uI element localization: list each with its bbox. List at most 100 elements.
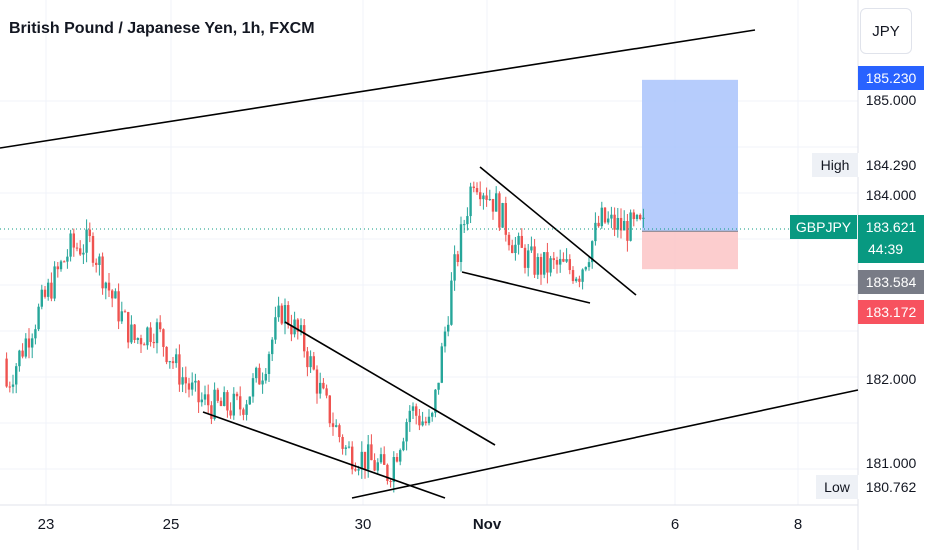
candles: [5, 181, 645, 493]
candle-body: [344, 447, 347, 449]
candle-body: [88, 229, 91, 237]
candle-body: [296, 319, 299, 332]
candle-body: [152, 341, 155, 344]
candle-body: [434, 389, 437, 413]
candle-body: [402, 441, 405, 451]
candle-body: [543, 252, 546, 275]
candle-body: [251, 378, 255, 397]
candle-body: [495, 193, 498, 212]
candle-body: [264, 373, 267, 381]
candle-body: [322, 382, 325, 389]
upper-channel-line: [0, 29, 756, 149]
candle-body: [66, 256, 69, 262]
candle-body: [399, 450, 402, 462]
candle-body: [136, 338, 139, 340]
candle-body: [472, 186, 475, 189]
candle-body: [261, 380, 264, 385]
candle-body: [591, 241, 594, 263]
candle-body: [139, 338, 143, 345]
candle-body: [475, 188, 479, 193]
candle-body: [440, 346, 443, 383]
candle-body: [463, 224, 466, 226]
candle-body: [31, 338, 34, 348]
candle-body: [354, 469, 357, 471]
candle-body: [197, 380, 200, 403]
candle-body: [635, 214, 639, 220]
candle-body: [309, 356, 312, 368]
candle-body: [11, 384, 15, 387]
price-axis-label: 181.000: [865, 456, 917, 470]
candle-body: [363, 451, 367, 470]
candle-body: [229, 410, 232, 416]
candle-body: [306, 351, 309, 368]
candle-body: [514, 244, 517, 253]
candle-body: [447, 324, 450, 332]
high-value-tag: 184.290: [858, 153, 924, 177]
wedge-lower-line-2: [461, 271, 591, 304]
candle-body: [367, 444, 370, 470]
candle-body: [213, 389, 216, 419]
candle-body: [50, 282, 53, 299]
candle-body: [504, 203, 507, 235]
candle-body: [149, 327, 152, 342]
candle-body: [485, 195, 488, 200]
candle-body: [63, 261, 66, 263]
candle-body: [453, 254, 456, 281]
candle-body: [235, 393, 239, 397]
candle-body: [226, 392, 229, 411]
candle-body: [546, 252, 549, 273]
candle-body: [34, 329, 37, 339]
candle-body: [507, 234, 511, 246]
candle-body: [511, 245, 514, 253]
candle-body: [379, 454, 383, 463]
candle-body: [386, 464, 389, 481]
candle-body: [328, 395, 331, 424]
candle-body: [383, 454, 386, 465]
candle-body: [632, 212, 635, 220]
candle-body: [584, 267, 587, 270]
candle-body: [549, 258, 552, 273]
time-axis-label: 30: [354, 516, 372, 533]
candle-body: [239, 396, 242, 410]
entry-price-tag: 183.584: [858, 270, 924, 294]
candle-body: [120, 311, 123, 322]
candle-body: [194, 380, 197, 383]
candle-body: [27, 338, 31, 348]
candle-body: [107, 282, 111, 291]
candle-body: [37, 306, 40, 330]
candle-body: [114, 291, 117, 299]
candle-body: [338, 425, 341, 438]
candle-body: [184, 377, 187, 384]
position-zones: [642, 79, 738, 270]
candle-body: [207, 394, 210, 406]
candle-body: [130, 324, 133, 343]
candle-body: [523, 247, 527, 268]
candle-body: [123, 311, 127, 313]
candle-body: [456, 254, 459, 263]
candle-body: [607, 218, 610, 223]
candle-body: [53, 266, 56, 299]
candle-body: [85, 229, 88, 253]
candle-body: [347, 446, 351, 448]
candle-body: [370, 444, 373, 461]
candle-body: [395, 457, 399, 462]
candle-body: [98, 256, 101, 265]
lower-channel-line: [351, 389, 859, 499]
candle-body: [223, 392, 226, 407]
candle-body: [255, 367, 258, 379]
candle-body: [56, 266, 59, 270]
time-axis-label: 25: [162, 516, 180, 533]
candle-body: [437, 382, 440, 390]
candle-body: [594, 222, 597, 242]
candle-body: [181, 377, 184, 385]
candle-body: [312, 356, 315, 370]
candle-body: [104, 282, 107, 289]
candle-body: [267, 354, 271, 374]
candle-body: [43, 289, 47, 297]
candle-body: [8, 386, 11, 388]
currency-button[interactable]: JPY: [860, 8, 912, 54]
candle-body: [159, 322, 162, 330]
candle-body: [578, 278, 581, 282]
candle-body: [559, 258, 562, 265]
